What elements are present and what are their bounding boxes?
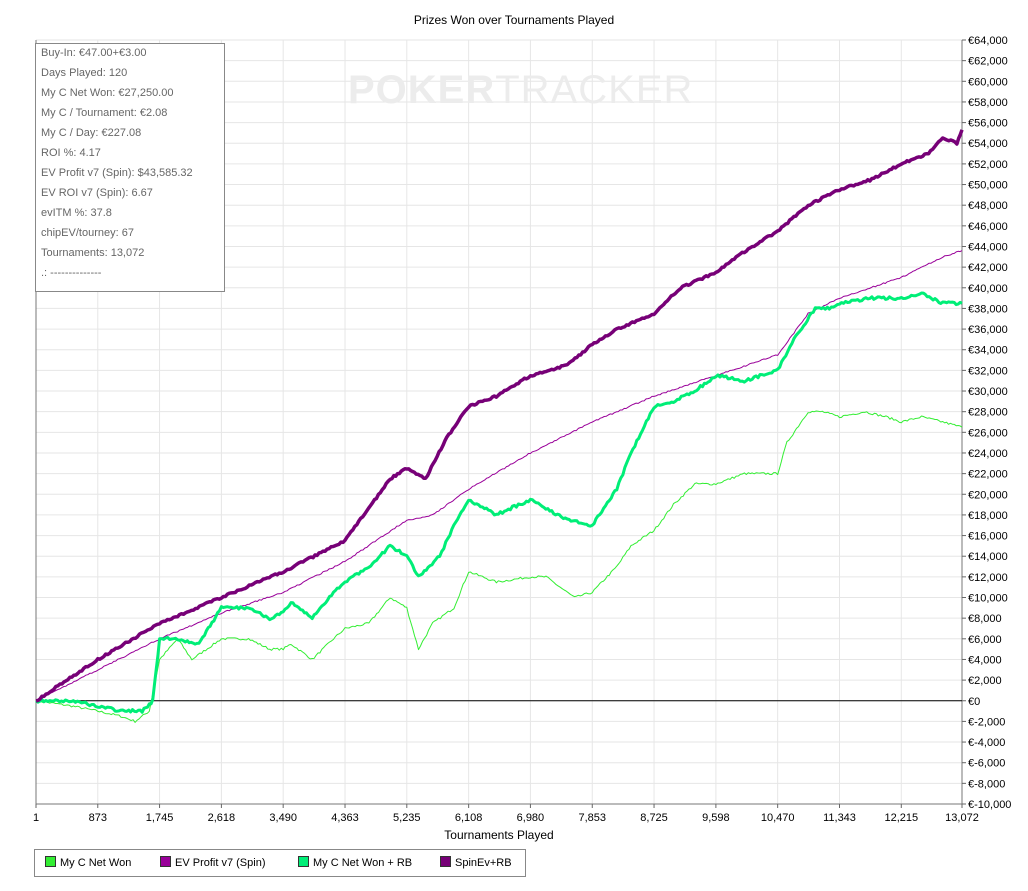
stats-line: EV ROI v7 (Spin): 6.67 [41,187,153,199]
x-tick-label: 873 [89,812,107,824]
watermark-light: TRACKER [495,68,694,112]
legend-item: EV Profit v7 (Spin) [160,856,265,869]
y-tick-label: €48,000 [968,200,1008,212]
x-axis-label: Tournaments Played [444,828,554,842]
y-tick-label: €28,000 [968,407,1008,419]
x-tick-label: 6,108 [455,812,483,824]
y-tick-label: €60,000 [968,76,1008,88]
series-line-2 [35,250,963,702]
y-tick-label: €24,000 [968,448,1008,460]
stats-line: chipEV/tourney: 67 [41,227,134,239]
chart-title: Prizes Won over Tournaments Played [413,13,615,27]
legend-item: SpinEv+RB [440,856,512,869]
y-tick-label: €40,000 [968,283,1008,295]
legend-label: SpinEv+RB [455,857,512,869]
y-tick-label: €-10,000 [968,799,1011,811]
stats-line: evITM %: 37.8 [41,207,112,219]
y-tick-label: €14,000 [968,551,1008,563]
series-line-1 [35,410,963,723]
x-tick-label: 3,490 [269,812,297,824]
y-tick-label: €8,000 [968,613,1002,625]
pokertracker-watermark: POKERTRACKER [348,68,693,113]
x-tick-label: 5,235 [393,812,421,824]
y-tick-label: €30,000 [968,386,1008,398]
stats-line: My C Net Won: €27,250.00 [41,87,174,99]
x-tick-label: 13,072 [945,812,979,824]
stats-box: Buy-In: €47.00+€3.00 Days Played: 120 My C… [35,43,225,292]
legend-swatch [45,856,56,867]
y-tick-label: €46,000 [968,221,1008,233]
y-tick-label: €44,000 [968,241,1008,253]
y-tick-label: €26,000 [968,427,1008,439]
y-tick-label: €42,000 [968,262,1008,274]
y-tick-label: €20,000 [968,489,1008,501]
y-tick-label: €16,000 [968,531,1008,543]
y-tick-label: €0 [968,696,980,708]
y-tick-label: €-6,000 [968,758,1005,770]
y-tick-label: €-2,000 [968,716,1005,728]
y-tick-label: €6,000 [968,634,1002,646]
legend-label: EV Profit v7 (Spin) [175,857,266,869]
y-tick-label: €38,000 [968,303,1008,315]
y-tick-label: €36,000 [968,324,1008,336]
stats-line: My C / Day: €227.08 [41,127,142,139]
y-tick-label: €56,000 [968,118,1008,130]
series-line-3 [35,291,963,714]
x-tick-label: 11,343 [823,812,856,824]
y-tick-label: €-4,000 [968,737,1005,749]
series-lines [35,129,964,723]
x-tick-label: 4,363 [331,812,359,824]
y-tick-label: €32,000 [968,365,1008,377]
x-tick-label: 2,618 [208,812,236,824]
chart-legend: My C Net Won EV Profit v7 (Spin) My C Net … [34,849,526,877]
stats-line: .: -------------- [41,267,102,279]
stats-line: EV Profit v7 (Spin): $43,585.32 [41,167,193,179]
y-tick-label: €4,000 [968,654,1002,666]
legend-swatch [160,856,171,867]
y-tick-label: €58,000 [968,97,1008,109]
stats-line: Buy-In: €47.00+€3.00 [41,47,147,59]
legend-item: My C Net Won [45,856,131,869]
x-axis-ticks: 1 873 1,745 2,618 3,490 4,363 5,235 6,108 6,980 7… [33,804,979,824]
x-tick-label: 9,598 [702,812,730,824]
legend-item: My C Net Won + RB [298,856,412,869]
y-tick-label: €64,000 [968,35,1008,47]
y-tick-label: €62,000 [968,56,1008,68]
y-axis-ticks: €64,000 €62,000 €60,000 €58,000 €56,000 €54,0… [962,35,1011,811]
stats-line: ROI %: 4.17 [41,147,101,159]
x-tick-label: 8,725 [640,812,668,824]
watermark-bold: POKER [348,68,496,112]
y-tick-label: €22,000 [968,469,1008,481]
y-tick-label: €2,000 [968,675,1002,687]
y-tick-label: €54,000 [968,138,1008,150]
series-line-4 [35,129,964,703]
legend-swatch [440,856,451,867]
stats-line: Days Played: 120 [41,67,128,79]
y-tick-label: €52,000 [968,159,1008,171]
x-tick-label: 10,470 [761,812,795,824]
x-tick-label: 1 [33,812,39,824]
x-tick-label: 7,853 [579,812,607,824]
x-tick-label: 1,745 [146,812,174,824]
legend-label: My C Net Won [60,857,132,869]
y-tick-label: €12,000 [968,572,1008,584]
y-tick-label: €10,000 [968,593,1008,605]
y-tick-label: €50,000 [968,180,1008,192]
y-tick-label: €-8,000 [968,778,1005,790]
legend-swatch [298,856,309,867]
stats-line: Tournaments: 13,072 [41,247,145,259]
x-tick-label: 6,980 [517,812,545,824]
x-tick-label: 12,215 [884,812,918,824]
stats-line: My C / Tournament: €2.08 [41,107,168,119]
y-tick-label: €34,000 [968,345,1008,357]
y-tick-label: €18,000 [968,510,1008,522]
legend-label: My C Net Won + RB [313,857,413,869]
